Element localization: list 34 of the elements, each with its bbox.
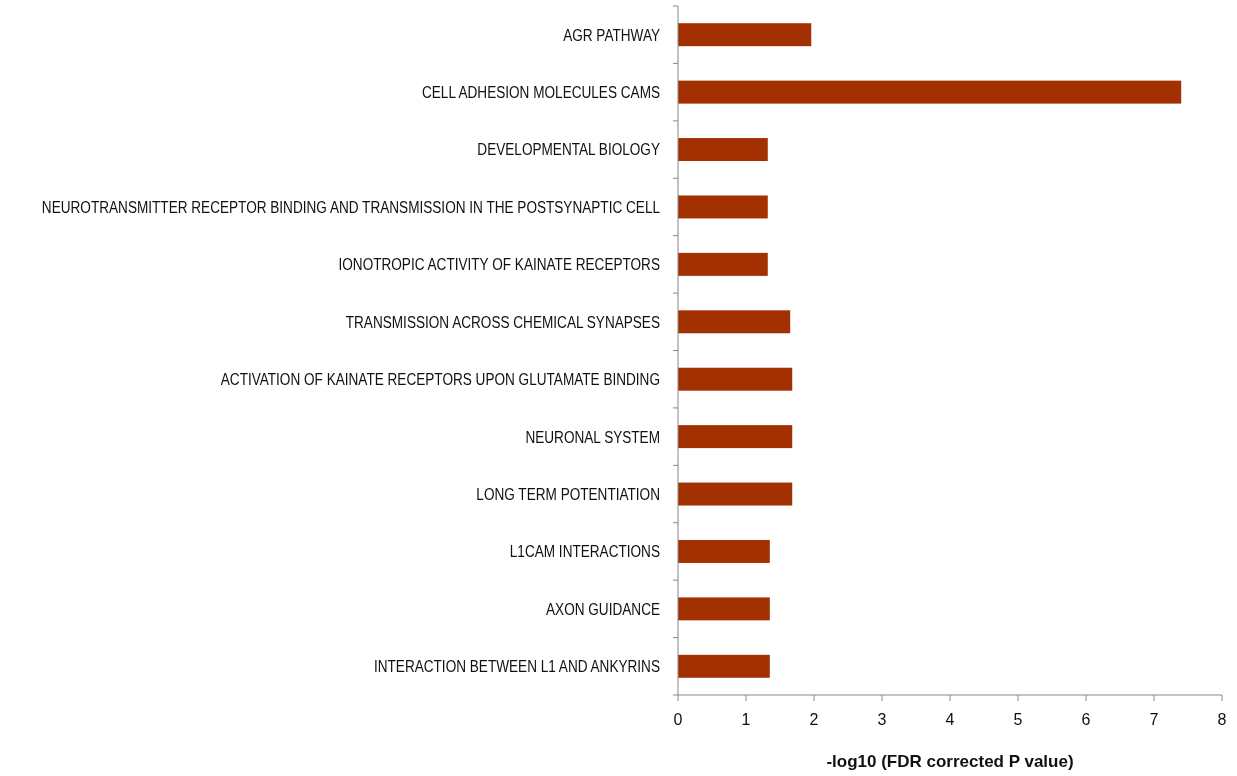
x-tick-label: 7	[1149, 711, 1159, 728]
y-tick-label: L1CAM INTERACTIONS	[509, 541, 660, 561]
bar	[678, 252, 768, 276]
x-axis-title: -log10 (FDR corrected P value)	[826, 752, 1074, 771]
x-tick-label: 0	[673, 711, 683, 728]
y-tick-label: NEUROTRANSMITTER RECEPTOR BINDING AND TRANSMISSION IN THE POSTSYNAPTIC CELL	[41, 197, 661, 217]
y-tick-label: ACTIVATION OF KAINATE RECEPTORS UPON GLUTAMATE BINDING	[220, 369, 660, 389]
y-tick-label: IONOTROPIC ACTIVITY OF KAINATE RECEPTORS	[338, 254, 660, 274]
bar	[678, 138, 768, 162]
bar	[678, 310, 791, 334]
x-tick-label: 1	[741, 711, 751, 728]
y-tick-label: NEURONAL SYSTEM	[525, 427, 660, 446]
x-tick-label: 6	[1081, 711, 1091, 728]
x-tick-label: 2	[809, 711, 819, 728]
y-tick-label: AXON GUIDANCE	[546, 599, 660, 619]
x-tick-label: 4	[945, 711, 955, 728]
bar	[678, 367, 793, 391]
y-tick-label: LONG TERM POTENTIATION	[476, 484, 660, 504]
y-tick-label: INTERACTION BETWEEN L1 AND ANKYRINS	[373, 656, 660, 676]
bar	[678, 425, 793, 449]
bar	[678, 482, 793, 506]
bar	[678, 80, 1182, 104]
bar	[678, 195, 768, 219]
bar	[678, 23, 812, 47]
y-tick-label: DEVELOPMENTAL BIOLOGY	[477, 140, 660, 159]
bar	[678, 597, 770, 621]
y-tick-label: CELL ADHESION MOLECULES CAMS	[421, 82, 660, 102]
bar	[678, 539, 770, 563]
x-tick-label: 5	[1013, 711, 1023, 728]
x-tick-label: 3	[877, 711, 887, 728]
x-tick-label: 8	[1217, 711, 1227, 728]
y-tick-label: TRANSMISSION ACROSS CHEMICAL SYNAPSES	[345, 312, 660, 332]
bar	[678, 654, 770, 678]
y-tick-label: AGR PATHWAY	[563, 25, 660, 44]
